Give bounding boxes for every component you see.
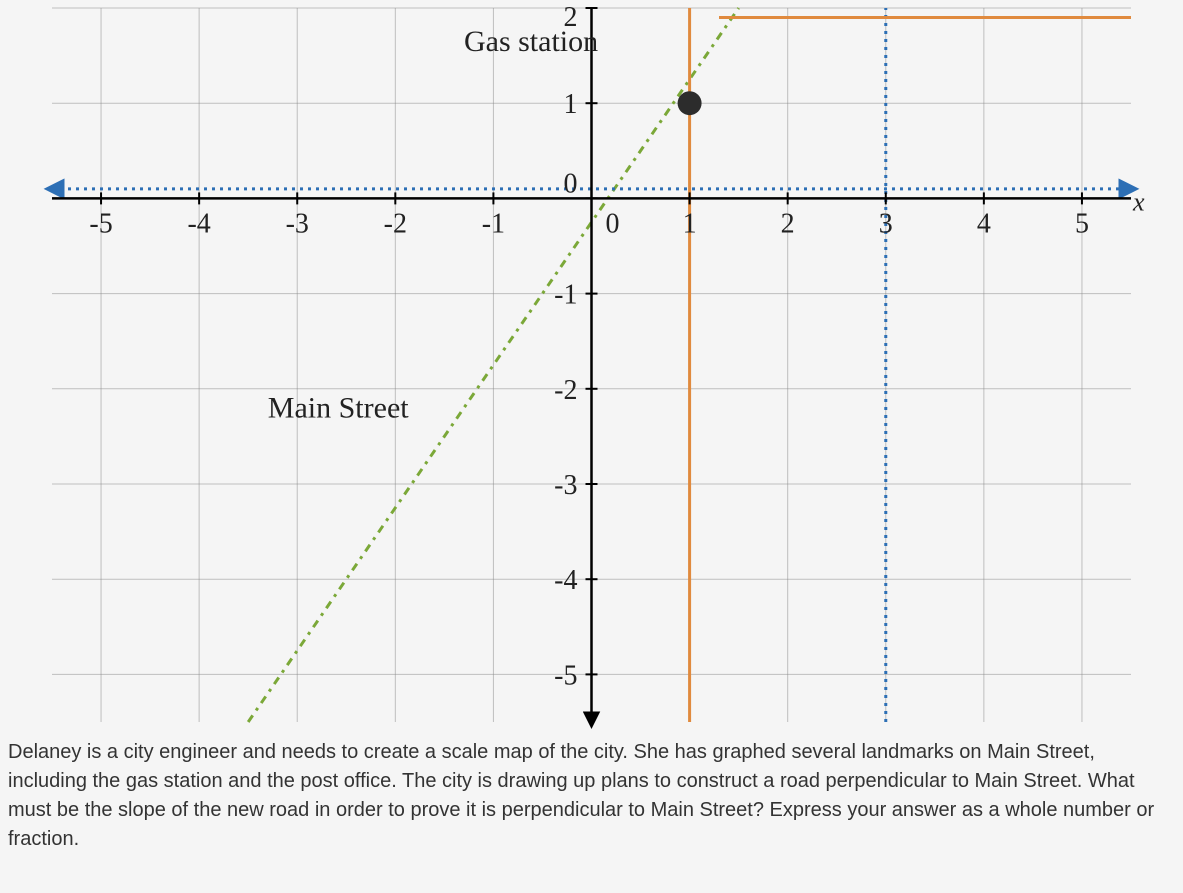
x-axis-label: x bbox=[1132, 187, 1145, 216]
label-gas-station: Gas station bbox=[464, 25, 598, 58]
x-tick-label: -5 bbox=[89, 208, 112, 239]
x-tick-label: 2 bbox=[781, 208, 795, 239]
x-tick-label: -1 bbox=[482, 208, 505, 239]
question-text: Delaney is a city engineer and needs to … bbox=[8, 738, 1175, 854]
coordinate-plane-chart: -5-4-3-2-112345-5-4-3-2-11200xGas statio… bbox=[0, 0, 1183, 730]
y-tick-label: -4 bbox=[554, 565, 577, 596]
x-tick-label: -3 bbox=[286, 208, 309, 239]
origin-x-label: 0 bbox=[606, 208, 620, 239]
origin-y-label: 0 bbox=[564, 168, 578, 199]
y-tick-label: 1 bbox=[564, 89, 578, 120]
x-tick-label: 3 bbox=[879, 208, 893, 239]
label-main-street: Main Street bbox=[268, 391, 409, 424]
y-tick-label: -1 bbox=[554, 280, 577, 311]
x-tick-label: 1 bbox=[683, 208, 697, 239]
y-tick-label: -3 bbox=[554, 470, 577, 501]
point-gas-station bbox=[678, 91, 702, 115]
y-tick-label: -2 bbox=[554, 375, 577, 406]
y-tick-label: -5 bbox=[554, 660, 577, 691]
x-tick-label: -4 bbox=[187, 208, 210, 239]
x-tick-label: 5 bbox=[1075, 208, 1089, 239]
x-tick-label: 4 bbox=[977, 208, 991, 239]
chart-svg: -5-4-3-2-112345-5-4-3-2-11200xGas statio… bbox=[0, 0, 1183, 730]
x-tick-label: -2 bbox=[384, 208, 407, 239]
